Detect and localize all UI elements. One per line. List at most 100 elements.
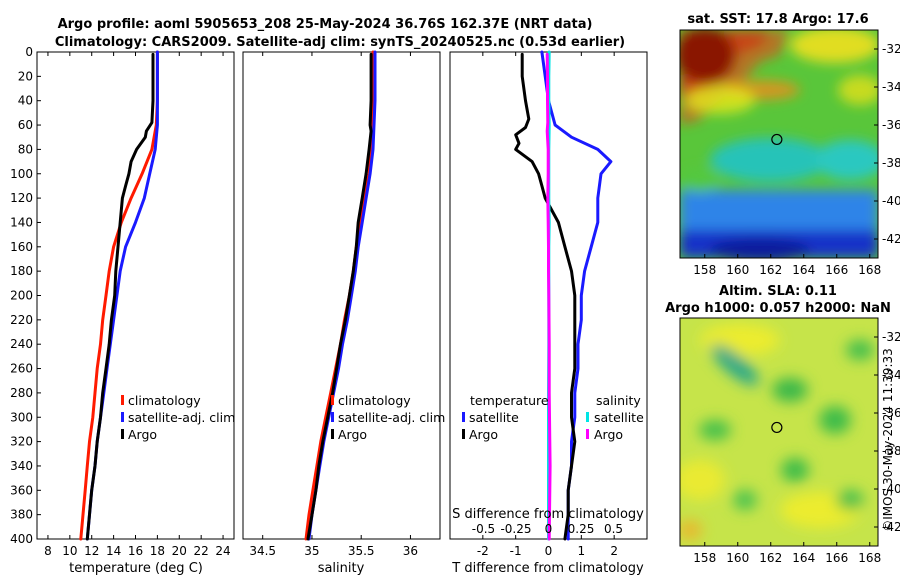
series-line-temperature-satellite (540, 50, 613, 541)
lon-tick-label: 164 (792, 551, 815, 565)
legend-label-temp-satellite: satellite (469, 410, 519, 425)
x-tick-label: 10 (62, 544, 77, 558)
x-tick-label: 20 (172, 544, 187, 558)
x-tick-label: 8 (44, 544, 52, 558)
series-line-salinity-argo (545, 52, 552, 541)
series-line-argo (306, 52, 373, 541)
sst-field (680, 30, 878, 258)
depth-tick-label: 260 (10, 362, 33, 376)
lat-tick-label: -38 (882, 156, 900, 170)
x-tick-label: 16 (128, 544, 143, 558)
x-tick-label: 18 (150, 544, 165, 558)
difference-legend-temperature: temperature satellite Argo (462, 393, 549, 442)
sla-map-frame (679, 317, 879, 547)
lat-tick-label: -36 (882, 118, 900, 132)
sst-lon-ticks: 158 160 162 164 166 168 (693, 254, 881, 277)
lat-tick-label: -40 (882, 194, 900, 208)
sst-yellow-ne (790, 30, 878, 63)
s-diff-tick-label: 0.25 (568, 522, 595, 536)
legend-swatch-temp-argo (462, 429, 465, 439)
salinity-panel: 34.5 35 35.5 36 salinity climatology satell… (242, 50, 445, 576)
difference-lines (514, 50, 613, 541)
depth-tick-label: 300 (10, 410, 33, 424)
depth-tick-label: 40 (18, 94, 33, 108)
sla-green-b (819, 406, 851, 434)
temperature-axis-ticks: 8 10 12 14 16 18 20 22 24 (44, 52, 231, 558)
s-diff-tick-label: -0.25 (500, 522, 531, 536)
depth-axis-ticks: 0 20 40 60 80 100 120 140 160 180 200 220 240 260 280 3… (10, 45, 454, 546)
sla-map-title-line1: Altim. SLA: 0.11 (719, 284, 837, 299)
sla-teal-ridge (711, 344, 759, 386)
temperature-lines (79, 50, 159, 541)
sst-cyan-center (710, 138, 830, 182)
temperature-legend: climatology satellite-adj. clim Argo (121, 393, 235, 442)
salinity-axis-ticks: 34.5 35 35.5 36 (249, 52, 418, 558)
depth-tick-label: 340 (10, 459, 33, 473)
depth-tick-label: 240 (10, 337, 33, 351)
legend-label-climatology: climatology (338, 393, 411, 408)
lon-tick-label: 164 (792, 263, 815, 277)
lon-tick-label: 160 (726, 551, 749, 565)
sla-green-d (781, 458, 809, 482)
sla-blobs (680, 324, 874, 540)
depth-tick-label: 220 (10, 313, 33, 327)
temperature-axes-box (36, 51, 235, 540)
lat-tick-label: -42 (882, 232, 900, 246)
legend-title-salinity: salinity (596, 393, 641, 408)
lat-tick-label: -32 (882, 42, 900, 56)
sla-map-title-line2: Argo h1000: 0.057 h2000: NaN (665, 301, 891, 316)
legend-label-argo: Argo (338, 427, 367, 442)
difference-axis-ticks: -2 -1 0 1 2 (477, 52, 618, 558)
x-tick-label: -2 (477, 544, 489, 558)
lon-tick-label: 160 (726, 263, 749, 277)
series-line-temperature-argo (514, 52, 577, 541)
sst-map: 158 160 162 164 166 168 -32 -34 -36 -38 -40 -42 (679, 29, 900, 277)
x-tick-label: 0 (545, 544, 553, 558)
sst-blue-band (680, 190, 878, 230)
s-diff-tick-label: 0.5 (604, 522, 623, 536)
depth-tick-label: 20 (18, 69, 33, 83)
sst-warm-core (680, 30, 735, 83)
lat-tick-label: -42 (882, 520, 900, 534)
legend-swatch-climatology (331, 395, 334, 405)
legend-label-satellite: satellite-adj. clim (338, 410, 445, 425)
salinity-xlabel: salinity (318, 561, 365, 576)
legend-label-argo: Argo (128, 427, 157, 442)
difference-xlabel-top: S difference from climatology (452, 507, 644, 522)
x-tick-label: 35 (304, 544, 319, 558)
sla-lon-ticks: 158 160 162 164 166 168 (693, 542, 881, 565)
sla-green-a (772, 378, 808, 402)
depth-tick-label: 140 (10, 215, 33, 229)
sst-map-title: sat. SST: 17.8 Argo: 17.6 (687, 12, 868, 27)
x-tick-label: 12 (84, 544, 99, 558)
sst-yellow-mid (685, 86, 755, 114)
salinity-difference-ticks: -0.5 -0.25 0 0.25 0.5 (472, 522, 623, 536)
x-tick-label: 24 (215, 544, 230, 558)
depth-tick-label: 200 (10, 289, 33, 303)
sla-argo-marker (771, 421, 783, 434)
legend-swatch-temp-satellite (462, 412, 465, 422)
legend-label-sal-satellite: satellite (594, 410, 644, 425)
lon-tick-label: 162 (759, 551, 782, 565)
sla-green-c (699, 420, 731, 440)
legend-swatch-sal-satellite (586, 412, 589, 422)
lon-tick-label: 158 (693, 551, 716, 565)
sst-navy-sw (710, 238, 810, 258)
legend-label-climatology: climatology (128, 393, 201, 408)
difference-panel: -2 -1 0 1 2 T difference from climatology S … (449, 50, 648, 576)
sst-green-patch (680, 168, 720, 192)
salinity-axes-box (242, 51, 441, 540)
sst-map-frame (679, 29, 879, 259)
depth-tick-label: 360 (10, 483, 33, 497)
depth-tick-label: 380 (10, 508, 33, 522)
temperature-xlabel: temperature (deg C) (69, 561, 203, 576)
sst-lat-ticks: -32 -34 -36 -38 -40 -42 (874, 42, 900, 246)
s-diff-tick-label: -0.5 (472, 522, 495, 536)
lat-tick-label: -32 (882, 330, 900, 344)
difference-legend-salinity: salinity satellite Argo (586, 393, 644, 442)
sst-argo-marker (771, 133, 783, 146)
lon-tick-label: 168 (858, 263, 881, 277)
sla-lat-ticks: -32 -34 -36 -38 -40 -42 (874, 330, 900, 534)
depth-tick-label: 60 (18, 118, 33, 132)
